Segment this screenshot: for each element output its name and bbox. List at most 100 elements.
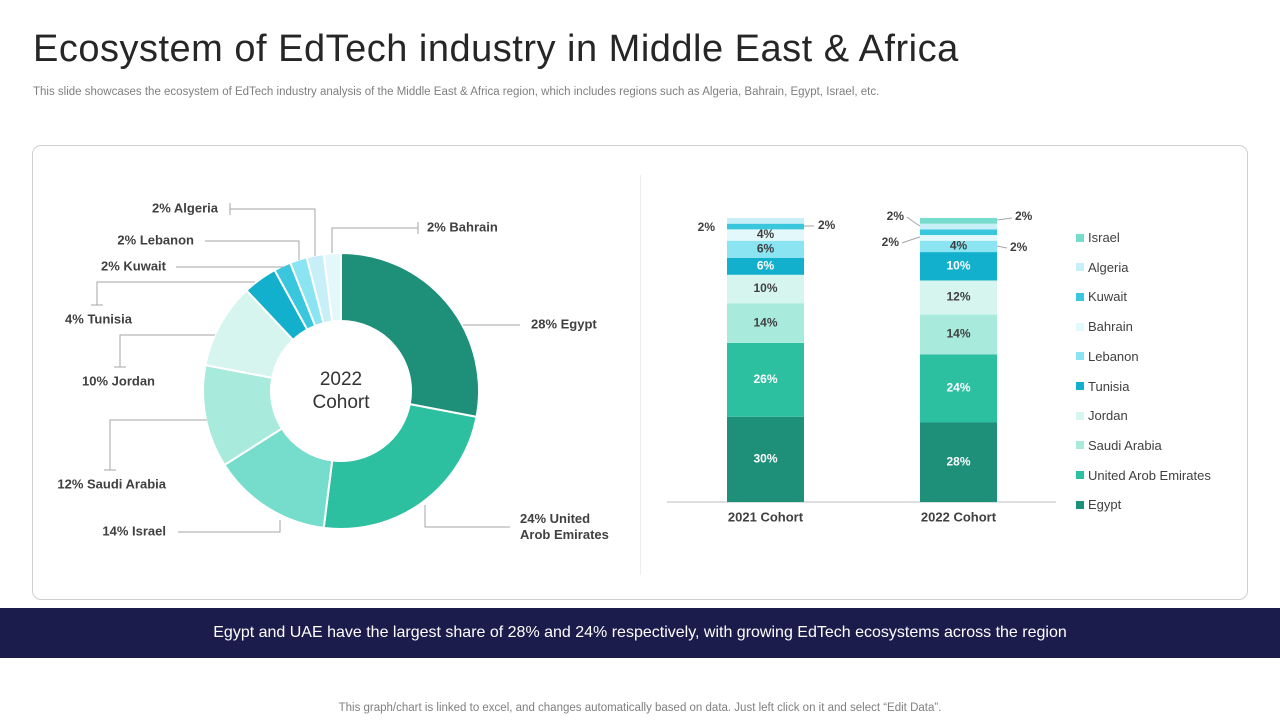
legend-swatch-saudi-arabia <box>1076 441 1084 450</box>
donut-slice-united-arob-emirates <box>322 402 478 530</box>
bar-label-2021-cohort-saudi-arabia: 14% <box>753 315 777 329</box>
bar-leader-2022-cohort-bahrain <box>906 216 921 227</box>
donut-label-tunisia: 4% Tunisia <box>65 311 133 326</box>
legend-label-united-arob-emirates: United Arob Emirates <box>1088 467 1211 483</box>
legend-label-tunisia: Tunisia <box>1088 378 1130 394</box>
leader-line-jordan <box>119 334 215 367</box>
panel-divider <box>640 175 641 575</box>
legend-item-tunisia: Tunisia <box>1076 379 1129 394</box>
leader-line-lebanon <box>205 240 300 260</box>
bar-segment-2022-cohort-kuwait <box>920 229 997 236</box>
leader-line-bahrain <box>331 227 418 253</box>
bar-label-2021-cohort-kuwait: 2% <box>818 218 836 232</box>
leader-line-algeria <box>230 208 316 256</box>
stacked-bar-chart: 30%26%14%10%6%6%4%2%2%2021 Cohort28%24%1… <box>667 209 1056 524</box>
legend-item-algeria: Algeria <box>1076 260 1128 275</box>
leader-line-tunisia <box>96 281 255 305</box>
donut-slice-bahrain <box>322 251 342 323</box>
bar-label-2022-cohort-kuwait: 2% <box>1010 240 1028 254</box>
donut-label-egypt: 28% Egypt <box>531 316 597 331</box>
donut-label-algeria: 2% Algeria <box>152 200 219 215</box>
bar-segment-2022-cohort-jordan <box>920 280 997 315</box>
legend-item-lebanon: Lebanon <box>1076 349 1139 364</box>
legend-label-kuwait: Kuwait <box>1088 289 1128 305</box>
bar-label-2021-cohort-algeria: 2% <box>698 220 716 234</box>
bar-segment-2021-cohort-united-arob-emirates <box>727 342 804 417</box>
leader-line-saudi-arabia <box>109 419 207 470</box>
bar-segment-2022-cohort-united-arob-emirates <box>920 354 997 423</box>
bar-label-2022-cohort-tunisia: 10% <box>946 258 970 272</box>
bar-segment-2022-cohort-bahrain <box>920 235 997 241</box>
legend-swatch-kuwait <box>1076 292 1084 301</box>
bar-segment-2022-cohort-egypt <box>920 422 997 502</box>
donut-center-year: 2022 <box>320 369 362 390</box>
bar-segment-2021-cohort-jordan <box>727 274 804 304</box>
bar-label-2022-cohort-saudi-arabia: 14% <box>946 327 970 341</box>
legend-item-saudi-arabia: Saudi Arabia <box>1076 438 1162 453</box>
donut-label-kuwait: 2% Kuwait <box>101 258 167 273</box>
legend-item-israel: Israel <box>1076 230 1120 245</box>
legend-label-egypt: Egypt <box>1088 497 1122 513</box>
bar-segment-2022-cohort-algeria <box>920 223 997 230</box>
bar-label-2022-cohort-israel: 2% <box>1015 209 1033 223</box>
summary-banner-text: Egypt and UAE have the largest share of … <box>213 624 1067 641</box>
legend-swatch-lebanon <box>1076 352 1084 361</box>
bar-segment-2021-cohort-kuwait <box>727 223 804 230</box>
page-title: Ecosystem of EdTech industry in Middle E… <box>33 28 959 70</box>
bar-label-2021-cohort-jordan: 10% <box>753 281 777 295</box>
bar-label-2022-cohort-bahrain: 2% <box>887 209 905 223</box>
legend-item-kuwait: Kuwait <box>1076 289 1127 304</box>
donut-label-lebanon: 2% Lebanon <box>117 232 194 247</box>
bar-label-2021-cohort-tunisia: 6% <box>757 258 775 272</box>
donut-center-cohort: Cohort <box>312 392 370 413</box>
bar-segment-2021-cohort-saudi-arabia <box>727 303 804 343</box>
legend-swatch-bahrain <box>1076 322 1084 331</box>
bar-label-2022-cohort-algeria: 2% <box>882 235 900 249</box>
legend-label-jordan: Jordan <box>1088 408 1128 424</box>
donut-label-saudi-arabia: 12% Saudi Arabia <box>57 476 166 491</box>
leader-line-united-arob-emirates <box>424 505 510 528</box>
legend-label-israel: Israel <box>1088 230 1120 245</box>
legend-swatch-algeria <box>1076 263 1084 272</box>
bar-category-2021-cohort: 2021 Cohort <box>728 509 804 524</box>
legend-swatch-israel <box>1076 233 1084 242</box>
bar-label-2022-cohort-lebanon: 4% <box>950 239 968 253</box>
legend-swatch-egypt <box>1076 500 1084 509</box>
legend-item-jordan: Jordan <box>1076 408 1128 423</box>
legend-label-lebanon: Lebanon <box>1088 348 1139 364</box>
bar-leader-2022-cohort-algeria <box>901 236 921 244</box>
bar-segment-2021-cohort-tunisia <box>727 257 804 275</box>
bar-segment-2021-cohort-bahrain <box>727 229 804 241</box>
bar-segment-2022-cohort-israel <box>920 218 997 224</box>
bar-segment-2021-cohort-algeria <box>727 218 804 224</box>
donut-label-united-arob-emirates: 24% United Arob Emirates <box>520 511 609 542</box>
leader-line-israel <box>178 520 281 533</box>
donut-label-bahrain: 2% Bahrain <box>427 219 498 234</box>
bar-label-2022-cohort-united-arob-emirates: 24% <box>946 381 970 395</box>
legend-swatch-tunisia <box>1076 382 1084 390</box>
page-subtitle: This slide showcases the ecosystem of Ed… <box>33 86 880 98</box>
donut-slice-egypt <box>340 251 480 419</box>
bar-segment-2022-cohort-tunisia <box>920 252 997 281</box>
legend-label-algeria: Algeria <box>1088 259 1129 275</box>
bar-label-2021-cohort-bahrain: 4% <box>757 227 775 241</box>
bar-segment-2022-cohort-saudi-arabia <box>920 314 997 355</box>
legend-swatch-united-arob-emirates <box>1076 471 1084 480</box>
bar-label-2022-cohort-jordan: 12% <box>946 290 970 304</box>
donut-chart: 28% Egypt 24% United Arob Emirates 14% Isra… <box>57 200 609 542</box>
bar-segment-2022-cohort-lebanon <box>920 240 997 253</box>
legend-label-bahrain: Bahrain <box>1088 319 1133 335</box>
bar-label-2021-cohort-lebanon: 6% <box>757 241 775 255</box>
bar-leader-2022-cohort-israel <box>996 217 1013 221</box>
legend-item-united-arob-emirates: United Arob Emirates <box>1076 468 1211 483</box>
summary-banner: Egypt and UAE have the largest share of … <box>0 608 1280 658</box>
chart-panel <box>32 145 1248 600</box>
bar-segment-2021-cohort-lebanon <box>727 240 804 258</box>
bar-segment-2021-cohort-egypt <box>727 416 804 502</box>
legend-swatch-jordan <box>1076 411 1084 420</box>
bar-label-2022-cohort-egypt: 28% <box>946 454 970 468</box>
legend-item-egypt: Egypt <box>1076 497 1121 512</box>
bar-label-2021-cohort-united-arob-emirates: 26% <box>753 372 777 386</box>
legend-item-bahrain: Bahrain <box>1076 319 1133 334</box>
donut-label-jordan: 10% Jordan <box>82 373 155 388</box>
